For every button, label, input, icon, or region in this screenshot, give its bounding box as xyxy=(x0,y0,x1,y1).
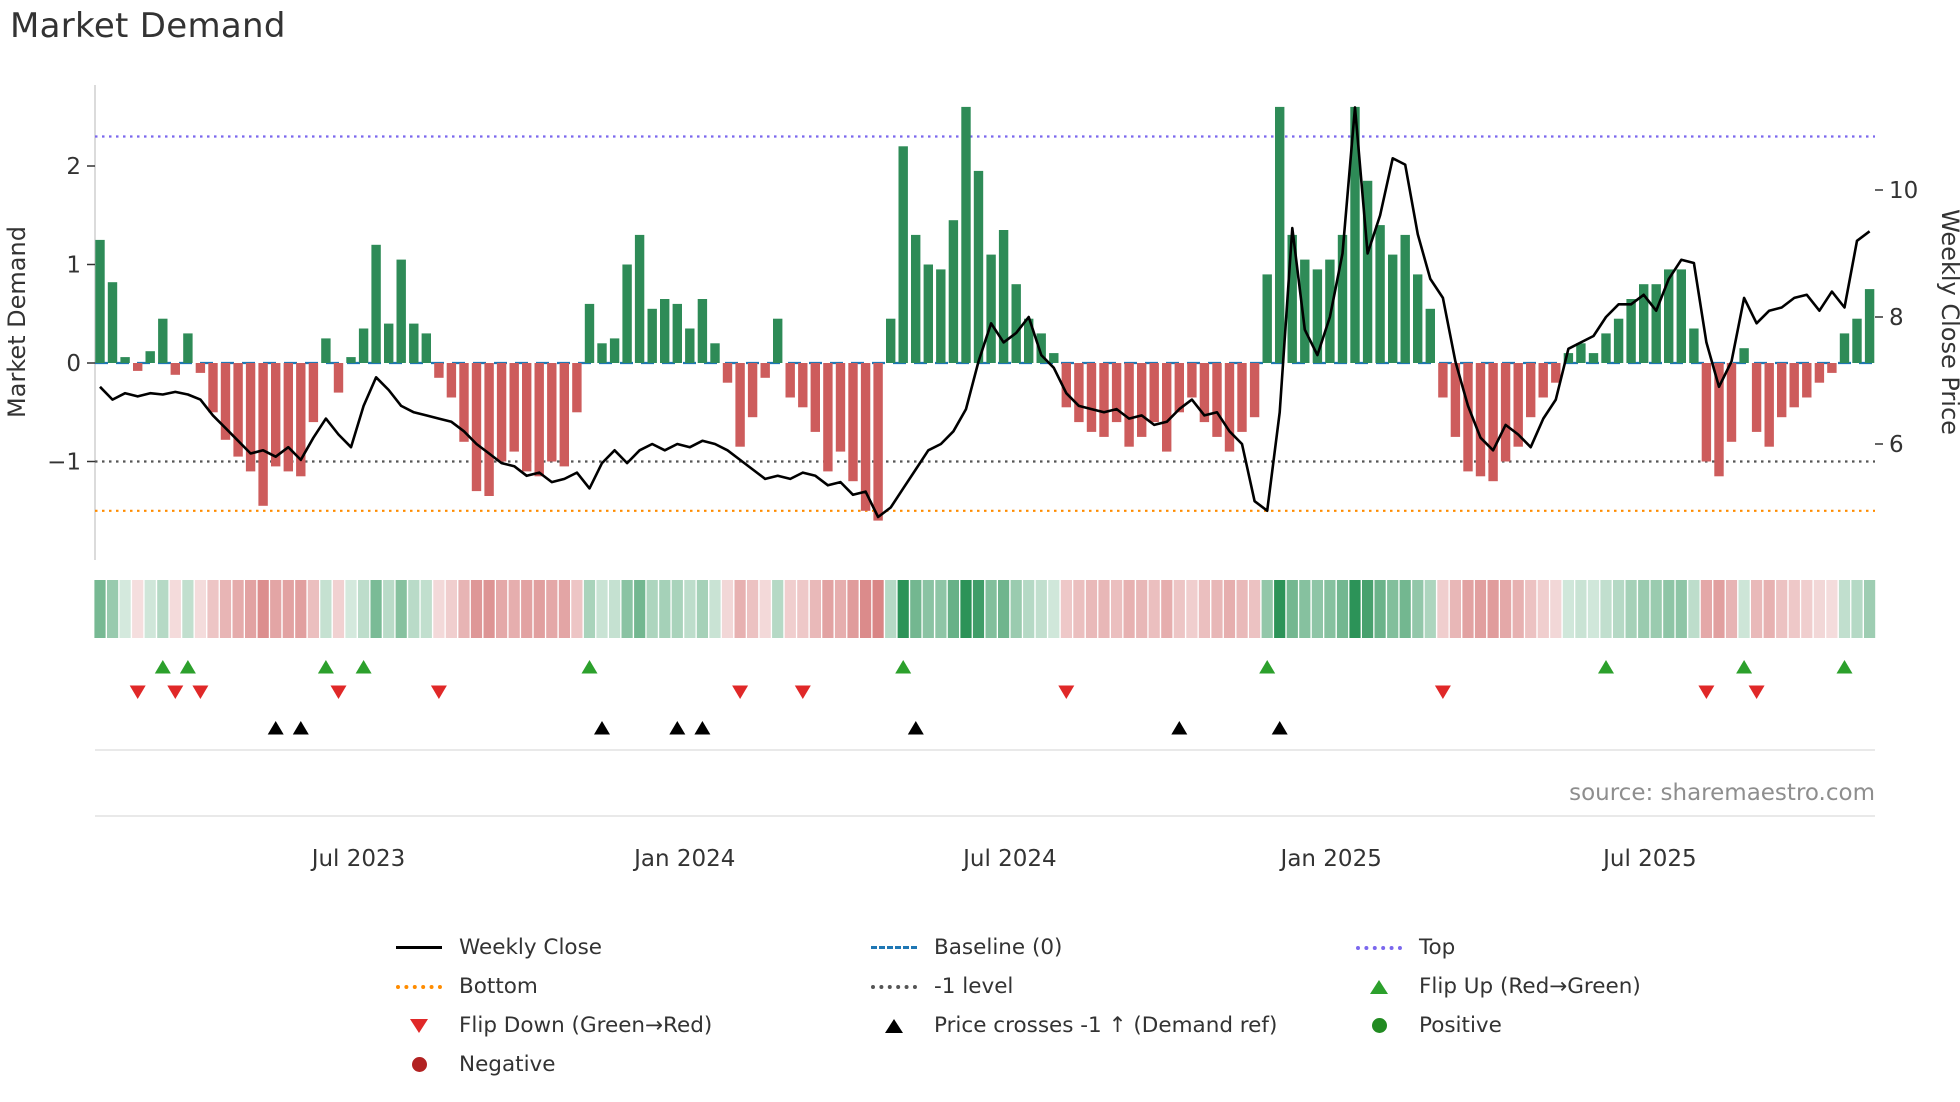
svg-text:Jul 2024: Jul 2024 xyxy=(961,846,1057,872)
right-axis-ticks: 10 8 6 xyxy=(1875,178,1918,458)
legend-item-negative: Negative xyxy=(395,1045,712,1084)
legend-item-top: Top xyxy=(1355,928,1641,967)
svg-text:Jul 2025: Jul 2025 xyxy=(1601,846,1697,872)
legend-item-minus1-level: -1 level xyxy=(870,967,1277,1006)
legend-item-flip-up: Flip Up (Red→Green) xyxy=(1355,967,1641,1006)
negative-dot-icon xyxy=(395,1057,443,1072)
weekly-close-line-icon xyxy=(395,946,443,949)
positive-dot-icon xyxy=(1355,1018,1403,1033)
legend-item-positive: Positive xyxy=(1355,1006,1641,1045)
source-text: source: sharemaestro.com xyxy=(1569,780,1875,806)
bottom-line-icon xyxy=(395,984,443,989)
legend-label: -1 level xyxy=(934,974,1014,999)
legend-label: Bottom xyxy=(459,974,538,999)
legend-item-weekly-close: Weekly Close xyxy=(395,928,712,967)
legend-label: Weekly Close xyxy=(459,935,603,960)
legend-label: Flip Down (Green→Red) xyxy=(459,1013,713,1038)
legend: Weekly Close Bottom Flip Down (Green→Red… xyxy=(0,928,1960,1098)
svg-text:2: 2 xyxy=(66,154,81,180)
svg-text:0: 0 xyxy=(66,351,81,377)
svg-text:1: 1 xyxy=(66,253,81,279)
legend-column-3: Top Flip Up (Red→Green) Positive xyxy=(1355,928,1641,1045)
minus1-line-icon xyxy=(870,984,918,989)
baseline-line-icon xyxy=(870,946,918,949)
price-cross-markers xyxy=(267,721,1288,735)
svg-text:6: 6 xyxy=(1889,432,1904,458)
right-axis-title: Weekly Close Price xyxy=(1936,209,1960,435)
demand-bars xyxy=(95,106,1875,521)
legend-label: Positive xyxy=(1419,1013,1502,1038)
flip-up-triangle-icon xyxy=(1355,979,1403,994)
legend-item-price-crosses: Price crosses -1 ↑ (Demand ref) xyxy=(870,1006,1277,1045)
price-cross-triangle-icon xyxy=(870,1018,918,1033)
svg-text:8: 8 xyxy=(1889,305,1904,331)
left-axis-title: Market Demand xyxy=(3,226,31,418)
legend-label: Flip Up (Red→Green) xyxy=(1419,974,1641,999)
left-axis-ticks: 2 1 0 −1 xyxy=(47,154,95,476)
svg-text:−1: −1 xyxy=(47,450,81,476)
svg-text:10: 10 xyxy=(1889,178,1918,204)
legend-label: Negative xyxy=(459,1052,556,1077)
x-axis-labels: Jul 2023 Jan 2024 Jul 2024 Jan 2025 Jul 2025 xyxy=(310,846,1697,872)
legend-label: Baseline (0) xyxy=(934,935,1063,960)
top-line-icon xyxy=(1355,945,1403,950)
legend-item-bottom: Bottom xyxy=(395,967,712,1006)
price-line xyxy=(99,106,1871,519)
legend-column-2: Baseline (0) -1 level Price crosses -1 ↑… xyxy=(870,928,1277,1045)
svg-text:Jul 2023: Jul 2023 xyxy=(310,846,406,872)
heatmap-strip xyxy=(94,580,1876,638)
flip-up-markers xyxy=(154,660,1853,674)
legend-item-flip-down: Flip Down (Green→Red) xyxy=(395,1006,712,1045)
legend-label: Top xyxy=(1419,935,1456,960)
legend-label: Price crosses -1 ↑ (Demand ref) xyxy=(934,1013,1278,1038)
svg-text:Jan 2025: Jan 2025 xyxy=(1279,846,1382,872)
flip-down-triangle-icon xyxy=(395,1018,443,1033)
page-title: Market Demand xyxy=(10,6,286,46)
legend-column-1: Weekly Close Bottom Flip Down (Green→Red… xyxy=(395,928,712,1084)
flip-down-markers xyxy=(129,685,1765,699)
svg-text:Jan 2024: Jan 2024 xyxy=(632,846,735,872)
legend-item-baseline: Baseline (0) xyxy=(870,928,1277,967)
